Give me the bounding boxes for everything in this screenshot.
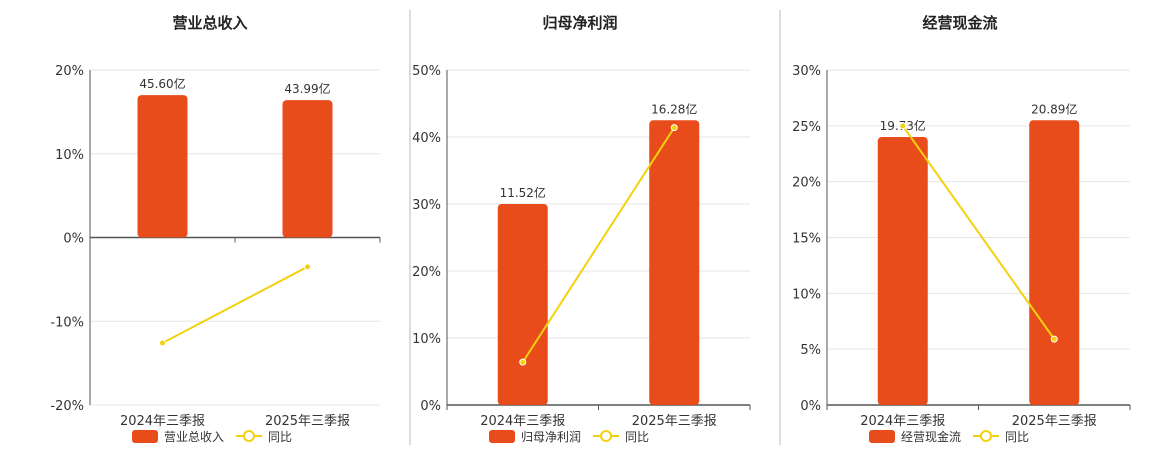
chart-title: 归母净利润 (542, 14, 617, 32)
y-tick-label: 15% (792, 232, 821, 247)
yoy-point (304, 263, 311, 271)
legend-line-marker (243, 430, 255, 442)
yoy-point (519, 358, 527, 366)
legend-bar-label: 归母净利润 (521, 430, 581, 444)
y-tick-label: 25% (792, 120, 821, 135)
legend-bar-swatch (489, 430, 515, 443)
yoy-point (899, 122, 907, 130)
y-tick-label: 0% (420, 399, 441, 414)
chart-title: 营业总收入 (172, 14, 247, 32)
x-category-label: 2025年三季报 (1012, 414, 1097, 429)
legend-line-label: 同比 (1005, 430, 1029, 444)
x-category-label: 2025年三季报 (265, 414, 350, 429)
y-tick-label: 40% (412, 131, 441, 146)
y-tick-label: 0% (800, 399, 821, 414)
bar (282, 100, 333, 238)
bar (137, 95, 188, 238)
legend-line-marker (600, 430, 612, 442)
x-category-label: 2024年三季报 (480, 414, 565, 429)
x-category-label: 2025年三季报 (632, 414, 717, 429)
yoy-point (670, 124, 678, 132)
y-tick-label: 5% (800, 343, 821, 358)
x-category-label: 2024年三季报 (860, 414, 945, 429)
legend-line-label: 同比 (625, 430, 649, 444)
bar-data-label: 20.89亿 (1031, 101, 1077, 116)
y-tick-label: 20% (55, 64, 84, 79)
legend-bar-label: 营业总收入 (164, 430, 224, 444)
bar (497, 204, 548, 405)
bar-data-label: 11.52亿 (500, 185, 546, 200)
yoy-line (901, 125, 1056, 340)
legend-bar-swatch (869, 430, 895, 443)
y-tick-label: 10% (792, 287, 821, 302)
x-category-label: 2024年三季报 (120, 414, 205, 429)
bar-data-label: 43.99亿 (284, 81, 330, 96)
y-tick-label: 10% (55, 148, 84, 163)
legend-bar-label: 经营现金流 (901, 429, 961, 444)
bar-data-label: 16.28亿 (651, 101, 697, 116)
legend-bar-swatch (132, 430, 158, 443)
chart-title: 经营现金流 (922, 14, 997, 32)
y-tick-label: -10% (50, 315, 84, 330)
y-tick-label: 30% (412, 198, 441, 213)
y-tick-label: 20% (412, 265, 441, 280)
legend-line-label: 同比 (268, 430, 292, 444)
yoy-line (162, 265, 308, 344)
y-tick-label: 50% (412, 64, 441, 79)
y-tick-label: 20% (792, 176, 821, 191)
y-tick-label: 10% (412, 332, 441, 347)
legend-line-marker (980, 430, 992, 442)
bar (877, 137, 928, 405)
y-tick-label: 0% (63, 232, 84, 247)
bar (649, 120, 700, 405)
y-tick-label: 30% (792, 64, 821, 79)
yoy-point (1050, 335, 1058, 343)
yoy-line (521, 127, 676, 363)
y-tick-label: -20% (50, 399, 84, 414)
bar (1029, 120, 1080, 405)
bar-data-label: 45.60亿 (139, 76, 185, 91)
yoy-point (159, 339, 166, 347)
